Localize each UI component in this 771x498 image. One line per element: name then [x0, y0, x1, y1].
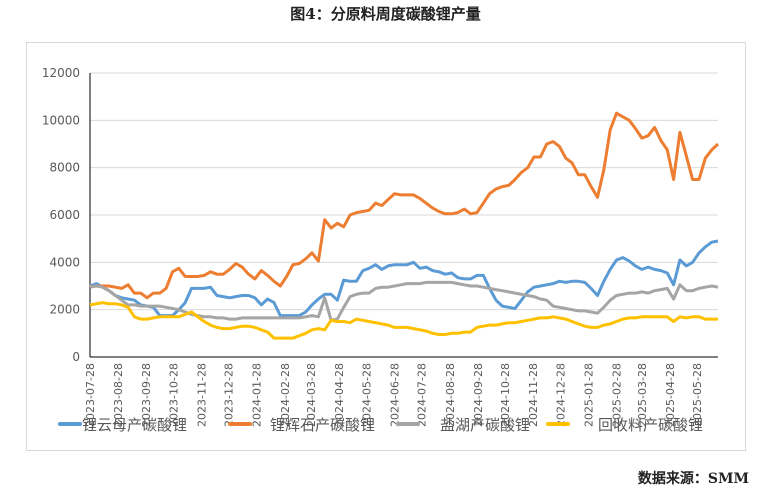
legend-label: 锂辉石产碳酸锂 — [270, 416, 375, 434]
y-tick-label: 4000 — [49, 255, 80, 269]
y-tick-label: 6000 — [49, 208, 80, 222]
series-line-1 — [89, 111, 720, 300]
x-tick-label: 2025-03-28 — [636, 363, 649, 427]
x-tick-label: 2024-11-28 — [527, 363, 540, 427]
series-line-3 — [89, 301, 718, 340]
legend-item: 盐湖产碳酸锂 — [396, 416, 530, 434]
legend-label: 回收料产碳酸锂 — [598, 416, 703, 434]
x-tick-label: 2024-02-28 — [279, 363, 292, 427]
y-tick-label: 2000 — [49, 303, 80, 317]
y-tick-label: 10000 — [42, 113, 80, 127]
x-tick-label: 2024-10-28 — [499, 363, 512, 427]
chart-title: 图4：分原料周度碳酸锂产量 — [290, 5, 481, 23]
x-tick-label: 2023-10-28 — [167, 363, 180, 427]
x-tick-label: 2024-09-28 — [472, 363, 485, 427]
x-tick-label: 2025-04-28 — [664, 363, 677, 427]
x-tick-label: 2025-02-28 — [611, 363, 624, 427]
x-tick-label: 2024-06-28 — [388, 363, 401, 427]
x-tick-label: 2024-05-28 — [360, 363, 373, 427]
legend-label: 锂云母产碳酸锂 — [82, 416, 187, 434]
x-tick-label: 2024-08-28 — [444, 363, 457, 427]
source-note: 数据来源：SMM — [637, 471, 749, 487]
x-tick-label: 2025-01-28 — [582, 363, 595, 427]
legend-item: 锂云母产碳酸锂 — [58, 416, 187, 434]
series-line-0 — [89, 239, 719, 318]
x-tick-label: 2023-11-28 — [195, 363, 208, 427]
x-tick-label: 2023-08-28 — [112, 363, 125, 427]
chart-frame — [26, 42, 746, 451]
x-tick-label: 2024-03-28 — [305, 363, 318, 427]
x-tick-label: 2023-09-28 — [140, 363, 153, 427]
y-tick-label: 8000 — [49, 161, 80, 175]
legend-label: 盐湖产碳酸锂 — [440, 416, 530, 434]
y-tick-label: 0 — [72, 350, 80, 364]
x-tick-label: 2025-05-28 — [691, 363, 704, 427]
x-tick-label: 2024-04-28 — [333, 363, 346, 427]
y-tick-label: 12000 — [42, 66, 80, 80]
x-tick-label: 2023-07-28 — [84, 363, 97, 427]
legend-item: 锂辉石产碳酸锂 — [228, 416, 375, 434]
x-tick-label: 2024-01-28 — [251, 363, 264, 427]
x-tick-label: 2024-07-28 — [416, 363, 429, 427]
x-tick-label: 2023-12-28 — [223, 363, 236, 427]
x-tick-label: 2024-12-28 — [554, 363, 567, 427]
legend-item: 回收料产碳酸锂 — [546, 416, 703, 434]
